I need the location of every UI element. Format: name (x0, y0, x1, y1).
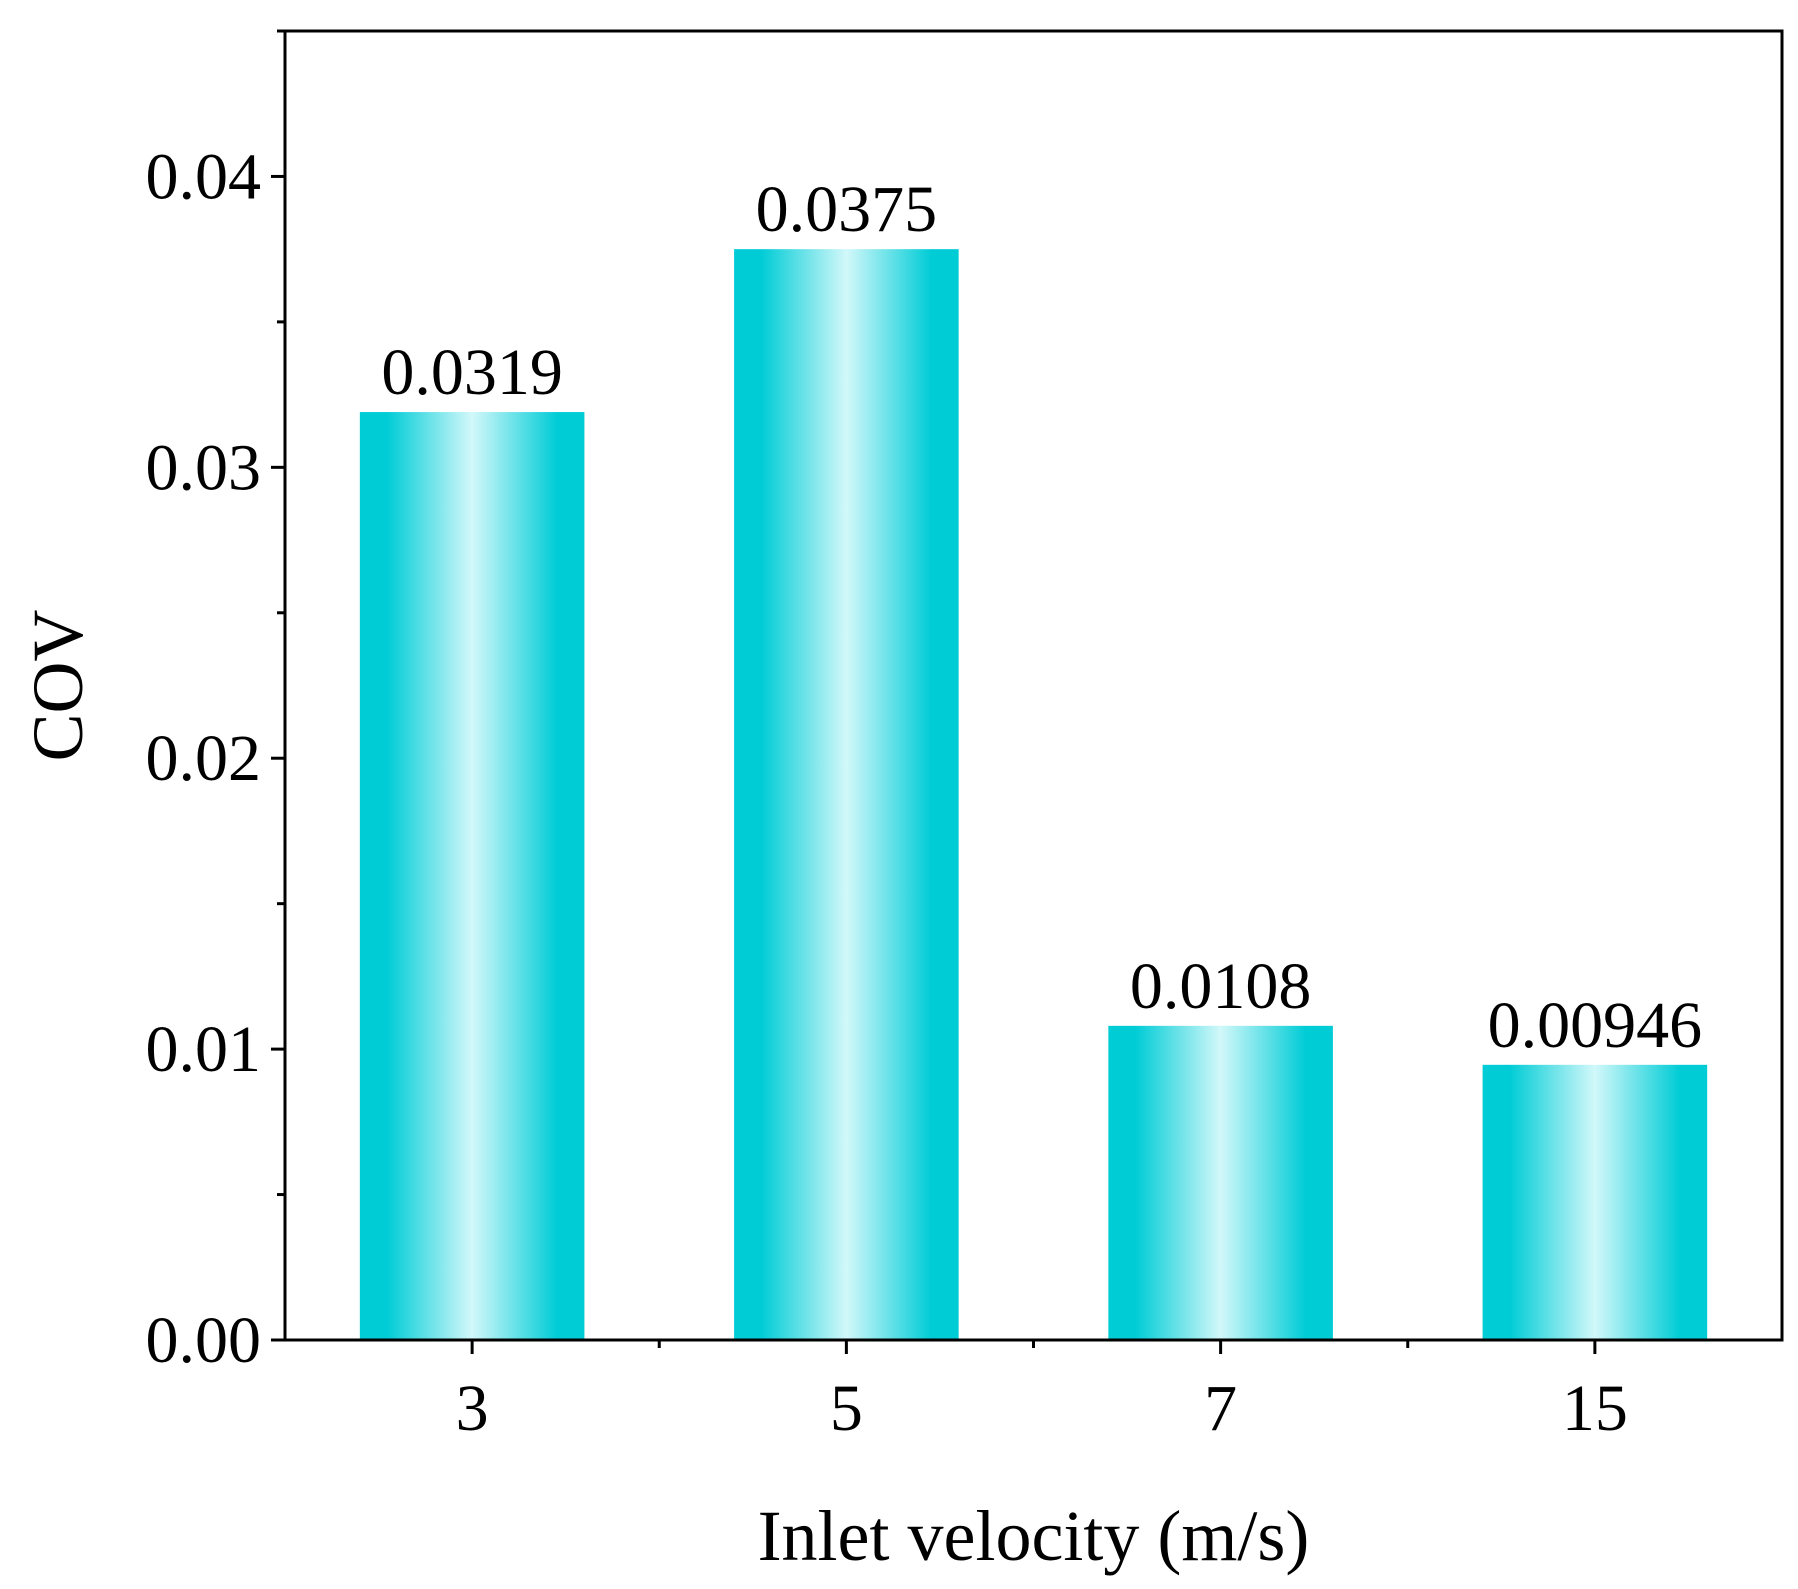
bar-5 (734, 249, 959, 1341)
x-axis-title: Inlet velocity (m/s) (758, 1496, 1310, 1576)
y-tick-label: 0.04 (146, 140, 262, 213)
y-tick-label: 0.03 (146, 431, 262, 504)
x-tick-label: 5 (830, 1372, 863, 1445)
bar-15 (1482, 1064, 1708, 1340)
bars-group (359, 249, 1708, 1341)
x-axis-ticks: 3 5 7 15 (456, 1340, 1628, 1445)
bar-3 (359, 412, 585, 1340)
y-tick-label: 0.00 (146, 1304, 262, 1377)
y-axis-title: COV (18, 609, 98, 761)
y-tick-label: 0.01 (146, 1013, 262, 1086)
y-tick-label: 0.02 (146, 722, 262, 795)
data-label-15: 0.00946 (1488, 989, 1703, 1062)
x-tick-label: 15 (1562, 1372, 1628, 1445)
data-label-7: 0.0108 (1130, 950, 1312, 1023)
data-label-5: 0.0375 (756, 173, 938, 246)
bar-7 (1108, 1025, 1333, 1340)
data-labels-group: 0.0319 0.0375 0.0108 0.00946 (381, 173, 1702, 1062)
x-tick-label: 3 (456, 1372, 489, 1445)
y-axis-ticks: 0.00 0.01 0.02 0.03 0.04 (146, 29, 285, 1377)
data-label-3: 0.0319 (381, 336, 563, 409)
x-tick-label: 7 (1204, 1372, 1237, 1445)
